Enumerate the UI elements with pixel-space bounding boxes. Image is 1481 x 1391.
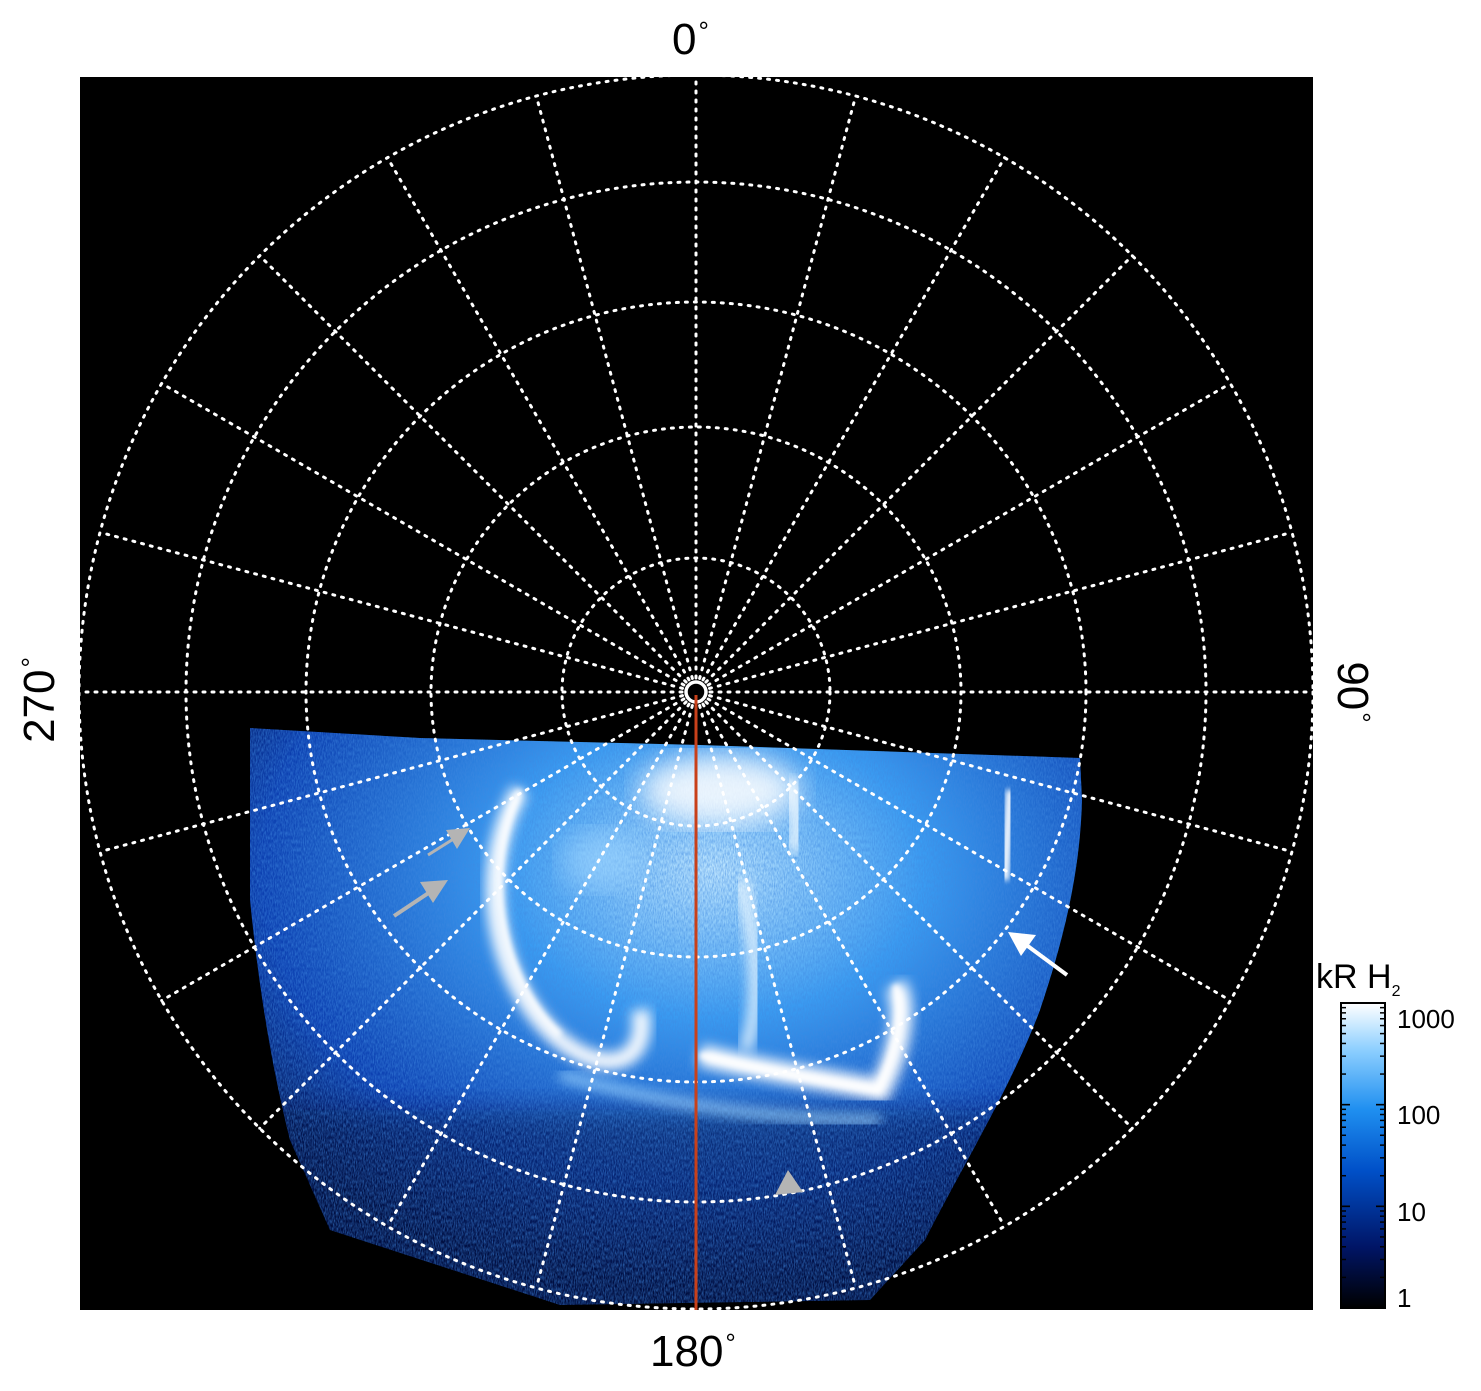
- grid-meridian: [701, 156, 1006, 682]
- arrow-white: [1008, 932, 1069, 977]
- grid-meridian: [701, 702, 1006, 1228]
- axis-label-0: 0°: [672, 15, 709, 64]
- grid-meridian: [386, 156, 691, 682]
- grid-meridian: [704, 254, 1134, 684]
- grid-meridian: [704, 700, 1134, 1130]
- grid-meridian: [708, 694, 1294, 854]
- grid-meridian: [258, 700, 688, 1130]
- colorbar-tick-label: 1: [1397, 1283, 1412, 1313]
- grid-meridian: [706, 697, 1232, 1002]
- grid-meridian: [386, 702, 691, 1228]
- grid-meridian: [708, 530, 1294, 690]
- arrow-gray-upper: [427, 828, 470, 857]
- arrowhead-gray-bottom: [775, 1170, 803, 1195]
- colorbar: [1340, 1002, 1386, 1309]
- grid-meridian: [698, 704, 858, 1290]
- grid-meridian: [698, 94, 858, 680]
- grid-meridian: [534, 94, 694, 680]
- grid-meridian: [98, 694, 684, 854]
- grid-meridian: [534, 704, 694, 1290]
- colorbar-ticks: [1341, 1002, 1385, 1309]
- aurora-emission: [250, 728, 1082, 1305]
- axis-label-180: 180°: [650, 1327, 736, 1376]
- grid-meridian: [706, 382, 1232, 687]
- grid-meridian: [258, 254, 688, 684]
- colorbar-tick-label: 100: [1397, 1100, 1441, 1130]
- arrow-gray-lower: [392, 880, 448, 918]
- grid-meridian: [98, 530, 684, 690]
- colorbar-tick-label: 1000: [1397, 1004, 1455, 1034]
- colorbar-title: kR H2: [1316, 958, 1401, 1000]
- axis-label-270: 270°: [15, 657, 64, 743]
- colorbar-tick-label: 10: [1397, 1197, 1426, 1227]
- axis-label-90: 90°: [1328, 661, 1377, 723]
- grid-meridian: [160, 697, 686, 1002]
- grid-meridian: [160, 382, 686, 687]
